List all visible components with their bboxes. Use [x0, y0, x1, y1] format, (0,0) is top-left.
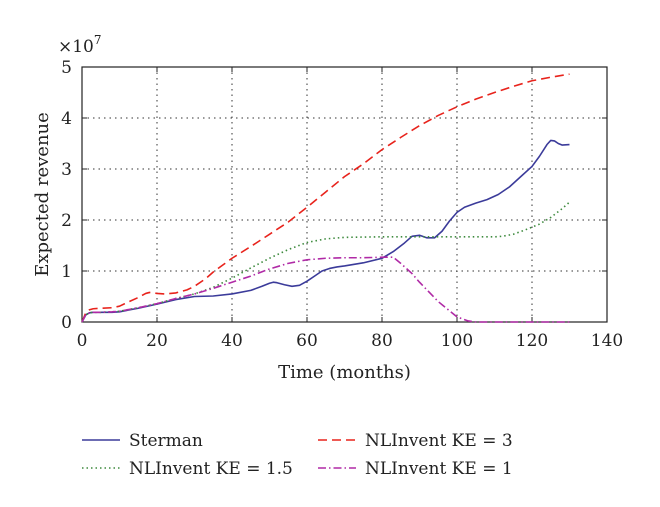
- x-tick-label: 0: [77, 331, 88, 351]
- legend-label: NLInvent KE = 1.5: [129, 459, 293, 479]
- y-tick-label: 5: [61, 58, 72, 78]
- y-tick-label: 2: [61, 211, 72, 231]
- legend-label: NLInvent KE = 1: [365, 459, 513, 479]
- y-tick-label: 3: [61, 160, 72, 180]
- series-line: [81, 73, 570, 323]
- plot-frame: [81, 66, 608, 323]
- legend-label: Sterman: [129, 431, 203, 451]
- x-tick-label: 80: [371, 331, 393, 351]
- series-line: [81, 139, 570, 323]
- grid: [82, 67, 607, 322]
- x-tick-label: 60: [296, 331, 318, 351]
- legend: Sterman NLInvent KE = 3 NLInvent KE = 1.5 N…: [82, 431, 513, 479]
- x-tick-label: 100: [441, 331, 473, 351]
- y-tick-label: 0: [61, 313, 72, 333]
- legend-label: NLInvent KE = 3: [365, 431, 513, 451]
- y-multiplier-label: ×107: [58, 33, 102, 57]
- axis-ticks: 0 20 40 60 80 100 120 140 0 1 2 3 4 5: [61, 58, 623, 351]
- y-multiplier-base: ×10: [58, 37, 94, 57]
- y-multiplier-exponent: 7: [94, 33, 102, 47]
- x-tick-label: 140: [591, 331, 623, 351]
- x-tick-label: 120: [516, 331, 548, 351]
- x-axis-title: Time (months): [278, 362, 411, 383]
- y-axis-title: Expected revenue: [32, 112, 53, 277]
- x-tick-label: 20: [146, 331, 168, 351]
- x-tick-label: 40: [221, 331, 243, 351]
- y-tick-label: 4: [61, 109, 72, 129]
- series-line: [81, 256, 570, 323]
- y-tick-label: 1: [61, 262, 72, 282]
- series: [81, 73, 571, 323]
